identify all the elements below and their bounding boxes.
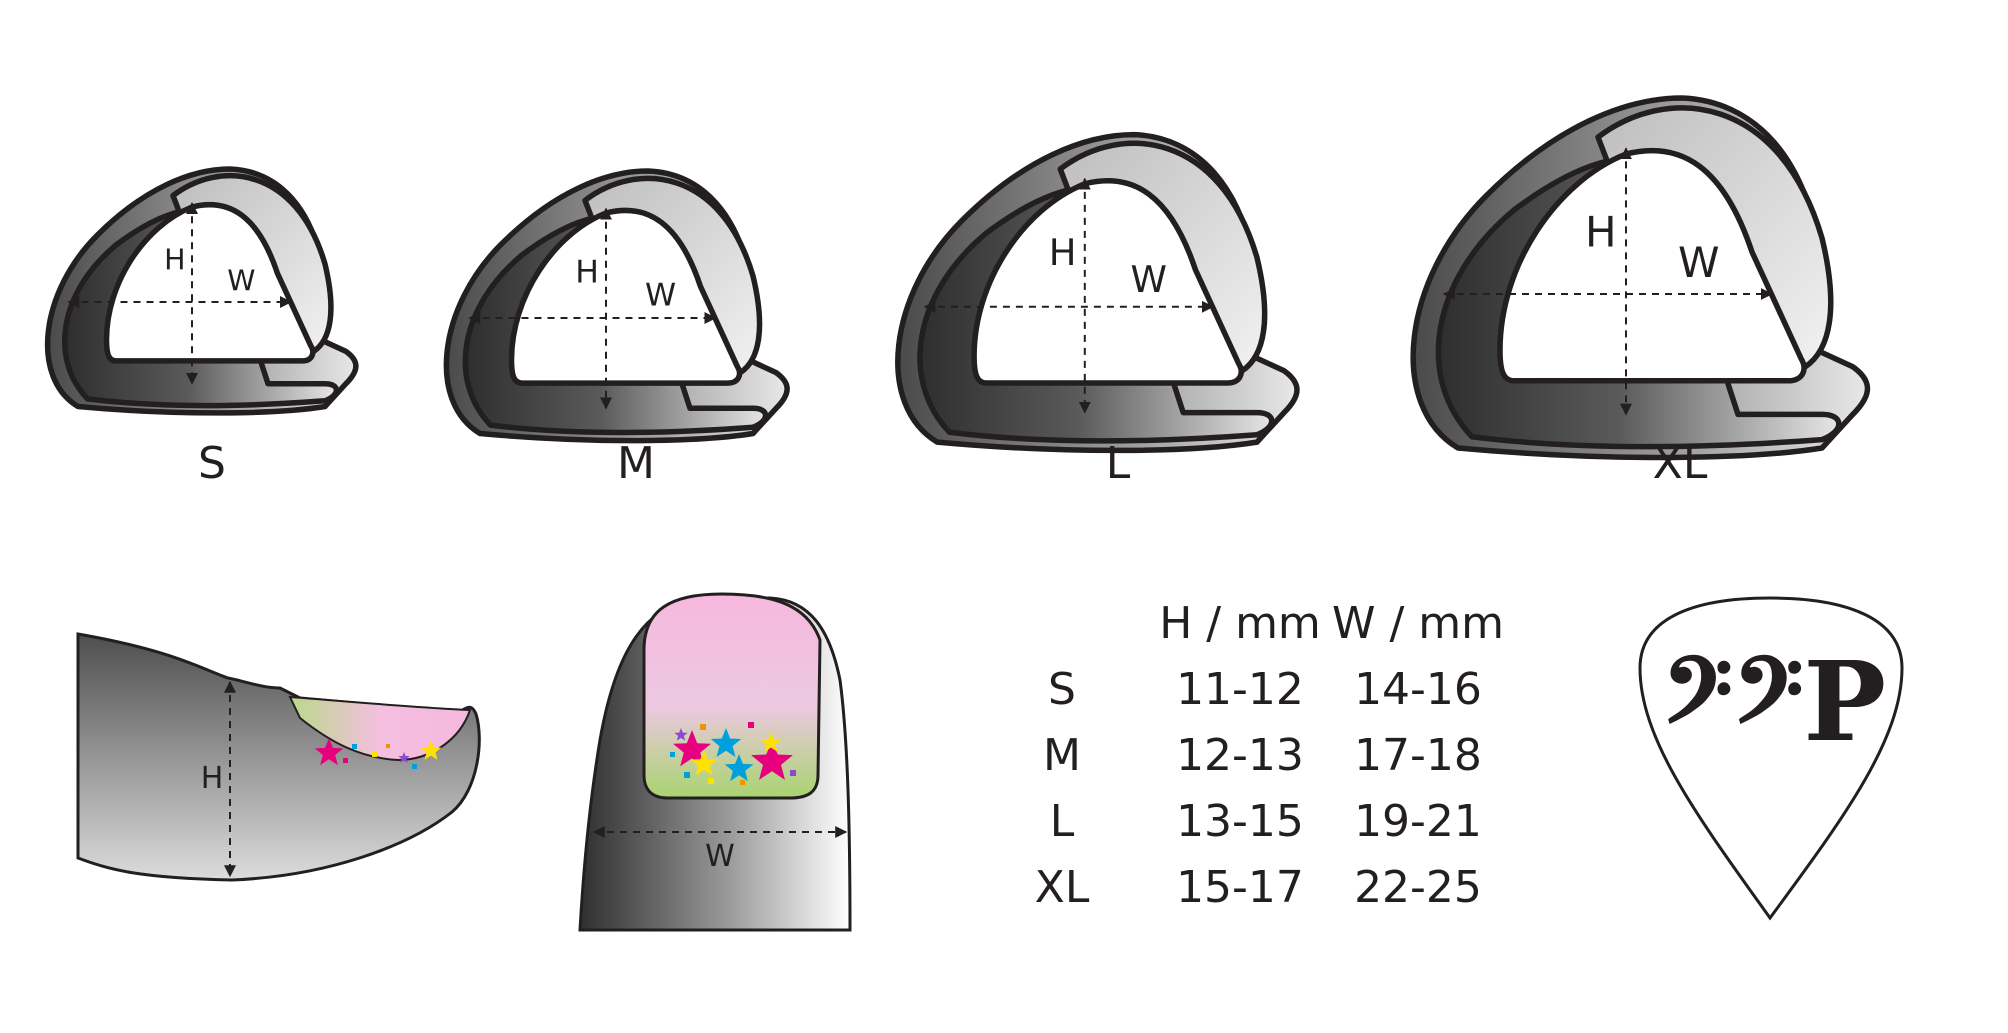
- table-row-h: 12-13: [1176, 730, 1304, 781]
- table-row-size: XL: [1035, 862, 1090, 913]
- pick-opening: [508, 207, 743, 386]
- pick-size-label: XL: [1653, 438, 1708, 489]
- finger-front-view: W: [578, 592, 852, 932]
- table-row-h: 11-12: [1176, 664, 1304, 715]
- guitar-pick-logo: 𝄢𝄢P: [1638, 596, 1904, 921]
- width-label: W: [1131, 258, 1167, 301]
- guitar-pick-outline: [1638, 596, 1904, 921]
- pick-xl: HW: [1410, 95, 1871, 461]
- pick-l: HW: [895, 131, 1300, 454]
- pick-opening: [1497, 147, 1807, 384]
- pick-opening: [971, 178, 1244, 386]
- table-row-w: 22-25: [1354, 862, 1482, 913]
- table-row-h: 13-15: [1176, 796, 1304, 847]
- finger-side-shape: [76, 632, 481, 882]
- table-row-h: 15-17: [1176, 862, 1304, 913]
- side-nail: [288, 695, 472, 762]
- table-row-w: 19-21: [1354, 796, 1482, 847]
- height-label: H: [575, 254, 599, 290]
- table-row-w: 14-16: [1354, 664, 1482, 715]
- side-nail-stars: [314, 738, 442, 769]
- front-nail-stars: [670, 722, 796, 785]
- pick-size-label: S: [198, 438, 226, 489]
- width-label: W: [227, 265, 255, 298]
- size-table: H / mm W / mm S 11-12 14-16 M 12-13 17-1…: [1035, 598, 1504, 913]
- pick-size-label: M: [617, 438, 655, 489]
- pick-opening: [103, 201, 316, 364]
- pick-m: HW: [443, 168, 790, 444]
- side-height-label: H: [201, 761, 224, 796]
- table-row-w: 17-18: [1354, 730, 1482, 781]
- height-label: H: [164, 244, 185, 277]
- logo-mark: 𝄢𝄢P: [1662, 637, 1886, 766]
- table-header-w: W / mm: [1332, 598, 1504, 649]
- front-width-label: W: [705, 839, 735, 874]
- pick-size-label: L: [1106, 438, 1131, 489]
- height-label: H: [1049, 231, 1077, 274]
- width-label: W: [645, 277, 676, 313]
- height-label: H: [1585, 207, 1617, 256]
- table-row-size: S: [1048, 664, 1076, 715]
- table-header-h: H / mm: [1159, 598, 1321, 649]
- table-row-size: M: [1043, 730, 1081, 781]
- table-row-size: L: [1050, 796, 1075, 847]
- width-label: W: [1678, 238, 1720, 287]
- finger-side-view: H: [76, 632, 481, 882]
- pick-s: HW: [45, 166, 359, 416]
